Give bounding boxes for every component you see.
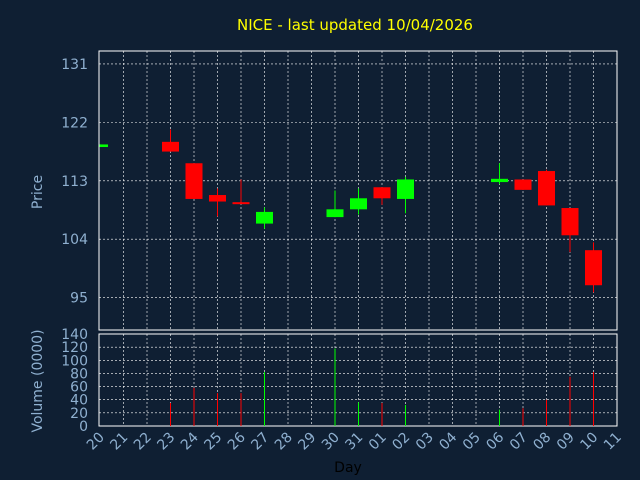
x-tick-label: 23 bbox=[154, 430, 178, 454]
price-plot-frame bbox=[98, 50, 618, 331]
x-tick-label: 02 bbox=[389, 430, 413, 454]
candle-body bbox=[585, 250, 602, 286]
candle-body bbox=[232, 202, 250, 205]
candle-body bbox=[100, 144, 108, 148]
x-tick-label: 03 bbox=[413, 430, 437, 454]
x-tick-label: 28 bbox=[272, 430, 296, 454]
candle-body bbox=[209, 195, 226, 202]
x-tick-label: 29 bbox=[295, 430, 319, 454]
volume-axis-label: Volume (0000) bbox=[30, 329, 46, 432]
volume-bars bbox=[170, 348, 594, 426]
x-tick-label: 24 bbox=[178, 429, 202, 453]
x-tick-label: 06 bbox=[483, 429, 507, 453]
price-axis: 95 104 113 122 131 bbox=[61, 57, 88, 307]
x-tick-label: 27 bbox=[248, 430, 272, 454]
volume-tick-label: 20 bbox=[70, 406, 88, 422]
volume-tick-label: 140 bbox=[61, 327, 88, 343]
candle-body bbox=[561, 208, 579, 236]
x-tick-label: 04 bbox=[436, 429, 460, 453]
candle-body bbox=[491, 178, 508, 183]
x-axis-label: Day bbox=[334, 460, 362, 476]
x-tick-label: 10 bbox=[577, 430, 601, 454]
x-tick-label: 21 bbox=[107, 430, 131, 454]
volume-tick-label: 80 bbox=[70, 366, 88, 382]
candle-body bbox=[397, 179, 414, 199]
x-axis: 20 21 22 23 24 25 26 27 28 29 30 31 01 02 03 04 05 06 07 08… bbox=[84, 429, 625, 453]
x-tick-label: 09 bbox=[554, 430, 578, 454]
volume-tick-label: 40 bbox=[70, 393, 88, 409]
candle-body bbox=[538, 171, 555, 206]
candle-body bbox=[373, 187, 391, 199]
volume-tick-label: 100 bbox=[61, 353, 88, 369]
price-tick-label: 122 bbox=[61, 115, 88, 131]
x-tick-label: 31 bbox=[342, 430, 366, 454]
price-grid bbox=[99, 51, 617, 330]
price-panel: 95 104 113 122 131 bbox=[61, 50, 618, 331]
price-tick-label: 131 bbox=[61, 57, 88, 73]
candle-body bbox=[514, 179, 532, 190]
volume-tick-label: 60 bbox=[70, 380, 88, 396]
candle-body bbox=[256, 211, 273, 224]
x-tick-label: 22 bbox=[131, 430, 155, 454]
x-tick-label: 30 bbox=[319, 430, 343, 454]
candles bbox=[99, 129, 602, 293]
x-tick-label: 11 bbox=[601, 430, 625, 454]
x-tick-label: 25 bbox=[201, 430, 225, 454]
price-tick-label: 95 bbox=[70, 291, 88, 307]
x-tick-label: 07 bbox=[507, 430, 531, 454]
chart-title: NICE - last updated 10/04/2026 bbox=[237, 16, 473, 34]
candle-body bbox=[162, 141, 179, 152]
candle-body bbox=[350, 198, 367, 210]
volume-tick-label: 0 bbox=[79, 419, 88, 435]
volume-tick-label: 120 bbox=[61, 340, 88, 356]
candle-body bbox=[326, 209, 344, 218]
price-axis-label: Price bbox=[30, 175, 46, 209]
candle-body bbox=[185, 163, 203, 199]
x-tick-label: 05 bbox=[460, 430, 484, 454]
x-tick-label: 26 bbox=[225, 429, 249, 453]
price-tick-label: 104 bbox=[61, 232, 88, 248]
x-tick-label: 08 bbox=[530, 430, 554, 454]
price-tick-label: 113 bbox=[61, 174, 88, 190]
x-tick-label: 01 bbox=[366, 430, 390, 454]
